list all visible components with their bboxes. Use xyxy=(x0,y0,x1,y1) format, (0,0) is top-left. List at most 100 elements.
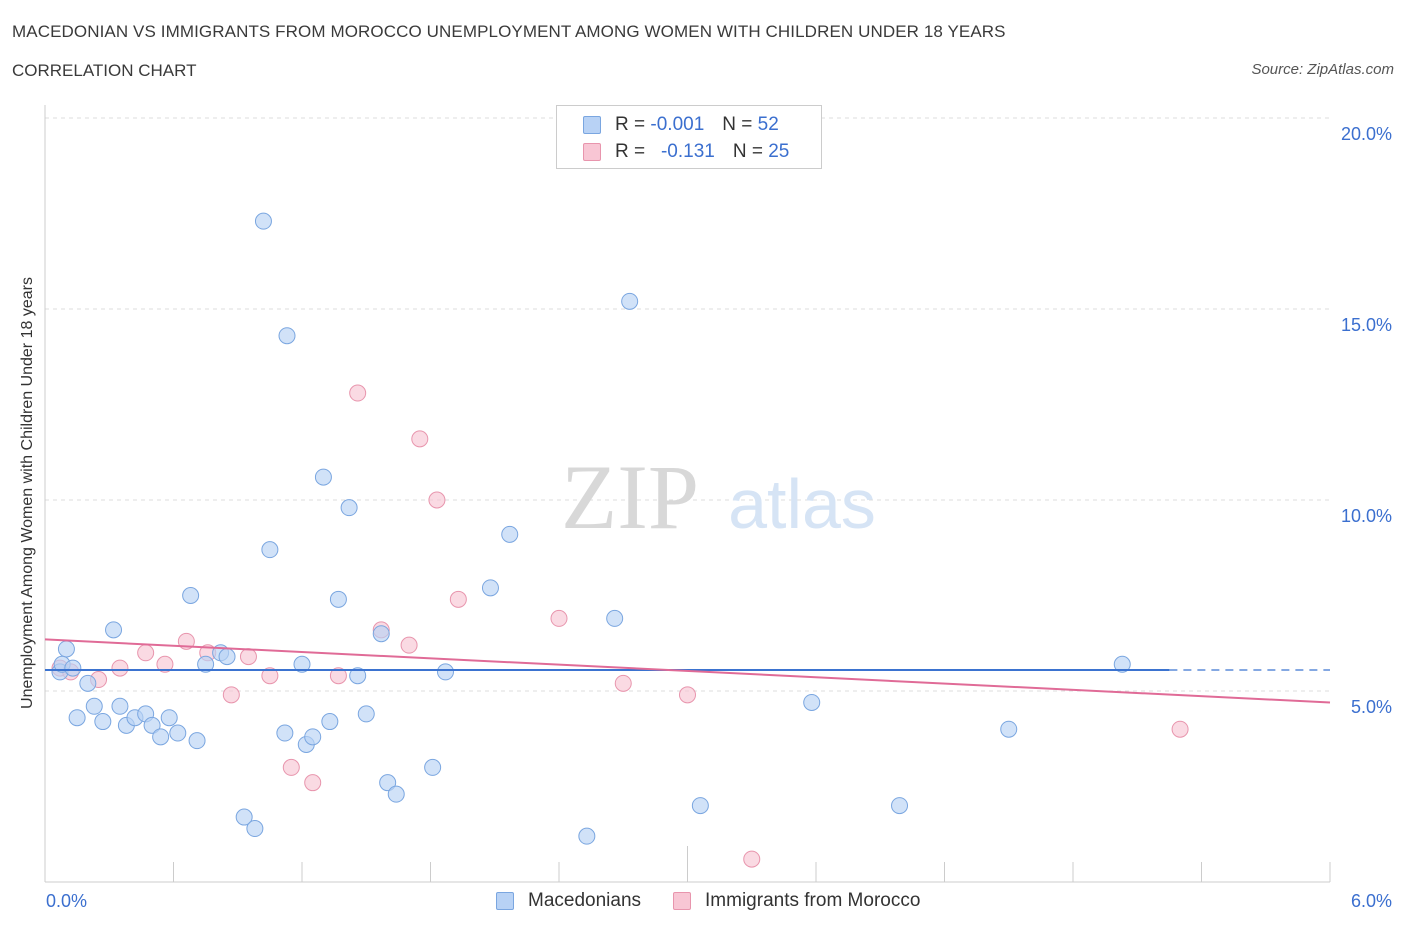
morocco-point xyxy=(349,384,367,402)
macedonian-point xyxy=(1113,655,1131,673)
watermark-atlas: atlas xyxy=(728,465,876,543)
macedonian-point xyxy=(1000,720,1018,738)
macedonian-point xyxy=(254,212,272,230)
legend-swatch-pink xyxy=(583,143,601,161)
morocco-point xyxy=(1171,720,1189,738)
y-tick-label: 10.0% xyxy=(1340,506,1392,526)
macedonian-point xyxy=(424,758,442,776)
macedonian-point xyxy=(481,579,499,597)
macedonian-point xyxy=(691,797,709,815)
trend-layer xyxy=(44,638,1331,704)
legend-item-morocco: Immigrants from Morocco xyxy=(673,890,920,912)
chart-subtitle: CORRELATION CHART xyxy=(12,61,197,80)
series-legend: Macedonians Immigrants from Morocco xyxy=(496,890,952,912)
macedonian-point xyxy=(314,468,332,486)
macedonian-point xyxy=(246,820,264,838)
macedonian-point xyxy=(349,667,367,685)
morocco-point xyxy=(261,667,279,685)
macedonian-point xyxy=(235,808,253,826)
macedonian-point xyxy=(621,292,639,310)
morocco-point xyxy=(222,686,240,704)
y-tick-label: 15.0% xyxy=(1340,315,1392,335)
macedonian-point xyxy=(803,693,821,711)
source-label: Source: ZipAtlas.com xyxy=(1251,61,1394,78)
macedonian-point xyxy=(160,709,178,727)
macedonian-point xyxy=(143,716,161,734)
macedonian-point xyxy=(321,713,339,731)
legend-label-macedonians: Macedonians xyxy=(528,890,642,911)
morocco-point xyxy=(304,774,322,792)
legend-n-label: N = xyxy=(722,114,753,135)
macedonian-point xyxy=(152,728,170,746)
legend-swatch-pink xyxy=(673,892,692,910)
macedonian-point xyxy=(276,724,294,742)
macedonian-point xyxy=(304,728,322,746)
macedonian-point xyxy=(379,774,397,792)
macedonian-point xyxy=(387,785,405,803)
macedonian-point xyxy=(188,732,206,750)
morocco-point xyxy=(239,648,257,666)
morocco-point xyxy=(743,850,761,868)
x-tick-label-max: 6.0% xyxy=(1350,891,1392,911)
macedonian-point xyxy=(79,674,97,692)
y-axis-label: Unemployment Among Women with Children U… xyxy=(19,277,36,709)
morocco-point xyxy=(411,430,429,448)
macedonian-point xyxy=(436,663,454,681)
legend-label-morocco: Immigrants from Morocco xyxy=(705,890,921,911)
macedonian-point xyxy=(169,724,187,742)
morocco-trendline xyxy=(44,638,1331,704)
macedonian-point xyxy=(105,621,123,639)
legend-n-label: N = xyxy=(732,141,763,162)
points-layer xyxy=(51,212,1189,868)
macedonian-point xyxy=(218,648,236,666)
macedonian-point xyxy=(340,499,358,517)
morocco-point xyxy=(156,655,174,673)
correlation-legend: R = -0.001 N = 52 R = -0.131 N = 25 xyxy=(556,105,822,169)
morocco-point xyxy=(137,644,155,662)
morocco-point xyxy=(614,674,632,692)
x-tick-label-min: 0.0% xyxy=(46,891,88,911)
macedonian-point xyxy=(57,640,75,658)
legend-r-value: -0.001 xyxy=(650,114,705,135)
macedonian-point xyxy=(293,655,311,673)
legend-n-value: 52 xyxy=(757,114,779,135)
morocco-point xyxy=(111,659,129,677)
macedonian-point xyxy=(197,655,215,673)
macedonian-point xyxy=(111,697,129,715)
legend-swatch-blue xyxy=(583,116,601,134)
macedonian-point xyxy=(182,587,200,604)
macedonian-point xyxy=(578,827,596,845)
macedonian-point xyxy=(606,609,624,627)
morocco-point xyxy=(449,590,467,608)
legend-r-value: -0.131 xyxy=(660,141,715,162)
morocco-point xyxy=(282,758,300,776)
macedonian-point xyxy=(891,797,909,815)
macedonian-point xyxy=(372,625,390,643)
macedonian-point xyxy=(68,709,86,727)
legend-r-label: R = xyxy=(615,114,646,135)
legend-swatch-blue xyxy=(496,892,514,910)
y-tick-label: 5.0% xyxy=(1350,697,1392,717)
y-tick-label: 20.0% xyxy=(1340,124,1392,144)
macedonian-point xyxy=(329,590,347,608)
morocco-point xyxy=(400,636,418,654)
morocco-point xyxy=(679,686,696,704)
legend-row-macedonians: R = -0.001 N = 52 xyxy=(583,114,779,136)
legend-r-label: R = xyxy=(615,141,646,162)
watermark-zip: ZIP xyxy=(561,446,699,548)
morocco-point xyxy=(550,609,568,627)
macedonian-point xyxy=(261,541,279,559)
legend-n-value: 25 xyxy=(768,141,790,162)
macedonian-point xyxy=(85,697,103,715)
morocco-point xyxy=(428,491,446,509)
macedonian-point xyxy=(94,713,112,731)
morocco-point xyxy=(329,667,347,685)
macedonian-point xyxy=(357,705,375,723)
legend-item-macedonians: Macedonians xyxy=(496,890,641,912)
macedonian-point xyxy=(501,525,519,543)
legend-row-morocco: R = -0.131 N = 25 xyxy=(583,141,789,163)
macedonian-point xyxy=(278,327,296,345)
chart-title: MACEDONIAN VS IMMIGRANTS FROM MOROCCO UN… xyxy=(12,22,1006,41)
macedonian-point xyxy=(64,659,82,677)
